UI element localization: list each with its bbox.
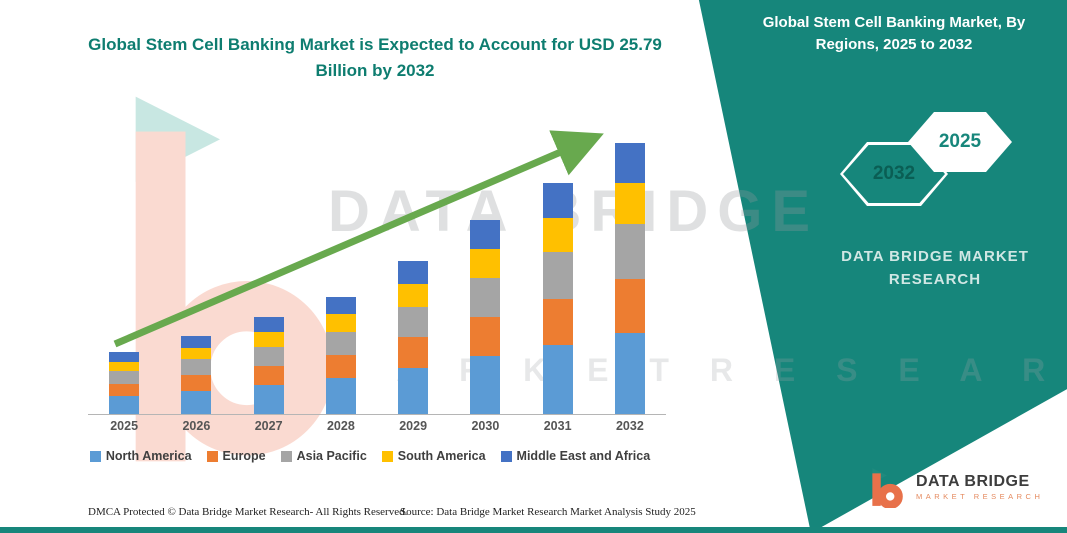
bar-segment-2029 <box>398 367 429 414</box>
bar-segment-2031 <box>542 344 573 414</box>
bar-segment-2031 <box>542 217 573 253</box>
dbmr-logo-watermark <box>135 96 334 462</box>
bar-segment-2026 <box>181 375 212 391</box>
legend-label: South America <box>397 449 486 463</box>
bar-segment-2032 <box>614 223 645 279</box>
side-panel-brand-text: DATA BRIDGE MARKET RESEARCH <box>841 248 1029 288</box>
bar-segment-2030 <box>470 219 501 250</box>
bar-segment-2031 <box>542 298 573 345</box>
bar-segment-2030 <box>470 317 501 357</box>
logo-tagline-text: MARKET RESEARCH <box>916 492 1044 502</box>
legend-swatch <box>500 450 512 462</box>
bar-segment-2026 <box>181 359 212 376</box>
legend-label: Asia Pacific <box>296 449 367 463</box>
bar-segment-2027 <box>253 332 284 347</box>
bar-2025 <box>109 352 140 414</box>
legend-swatch <box>280 450 292 462</box>
bar-segment-2026 <box>181 347 212 360</box>
bar-2027 <box>253 317 284 414</box>
bar-segment-2028 <box>325 332 356 356</box>
bar-segment-2025 <box>109 371 140 384</box>
x-axis-label-2027: 2027 <box>254 419 283 433</box>
bar-segment-2026 <box>181 336 212 348</box>
bar-2026 <box>181 336 212 414</box>
x-axis-label-2031: 2031 <box>543 419 572 433</box>
bar-segment-2029 <box>398 337 429 368</box>
bar-segment-2031 <box>542 252 573 299</box>
bar-2029 <box>398 260 429 414</box>
side-panel-heading: Global Stem Cell Banking Market, By Regi… <box>762 14 1026 53</box>
watermark-text-line2: M A R K E T R E S E A R C H <box>330 352 1067 388</box>
bar-2030 <box>470 219 501 414</box>
legend-item: South America <box>381 449 486 463</box>
bar-segment-2028 <box>325 378 356 414</box>
hexagon-2032-label: 2032 <box>872 163 916 184</box>
legend-item: Europe <box>206 449 266 463</box>
bottom-accent-bar <box>0 527 1067 533</box>
footer-dmca-text: DMCA Protected © Data Bridge Market Rese… <box>88 506 408 518</box>
bar-segment-2029 <box>398 260 429 284</box>
x-axis-label-2029: 2029 <box>399 419 428 433</box>
x-axis-labels: 2025 2026 2027 2028 2029 2030 2031 2032 <box>88 419 666 433</box>
bar-segment-2028 <box>325 314 356 333</box>
stacked-bar-chart <box>88 118 666 415</box>
legend-item: Middle East and Africa <box>500 449 651 463</box>
bar-2032 <box>614 143 645 414</box>
bar-2028 <box>325 296 356 414</box>
bar-segment-2030 <box>470 249 501 279</box>
bar-segment-2032 <box>614 143 645 184</box>
bar-segment-2025 <box>109 361 140 372</box>
bar-segment-2031 <box>542 183 573 218</box>
bar-segment-2027 <box>253 317 284 333</box>
legend-label: Middle East and Africa <box>516 449 651 463</box>
bar-segment-2032 <box>614 333 645 414</box>
bar-2031 <box>542 183 573 414</box>
bar-segment-2030 <box>470 278 501 318</box>
bar-segment-2026 <box>181 390 212 414</box>
chart-legend: North America Europe Asia Pacific South Ame… <box>50 449 690 463</box>
bar-segment-2025 <box>109 383 140 397</box>
bar-segment-2027 <box>253 365 284 385</box>
x-axis-label-2026: 2026 <box>182 419 211 433</box>
dbmr-logo: DATA BRIDGE MARKET RESEARCH <box>865 466 1043 508</box>
trend-arrow <box>113 130 604 348</box>
dbmr-logo-mark <box>872 468 903 508</box>
hexagon-2025-label: 2025 <box>938 131 982 152</box>
x-axis-label-2025: 2025 <box>110 419 139 433</box>
bar-segment-2029 <box>398 283 429 308</box>
x-axis-label-2030: 2030 <box>471 419 500 433</box>
bar-segment-2032 <box>614 278 645 334</box>
bar-segment-2032 <box>614 183 645 224</box>
bar-segment-2027 <box>253 346 284 366</box>
logo-name-text: DATA BRIDGE <box>916 472 1030 490</box>
legend-label: North America <box>105 449 192 463</box>
bar-segment-2028 <box>325 355 356 379</box>
bar-segment-2025 <box>109 352 140 362</box>
page-title: Global Stem Cell Banking Market is Expec… <box>88 35 662 80</box>
footer-source-text: Source: Data Bridge Market Research Mark… <box>400 506 696 518</box>
bar-segment-2027 <box>253 384 284 414</box>
bar-segment-2030 <box>470 356 501 414</box>
legend-swatch <box>89 450 101 462</box>
bar-segment-2029 <box>398 307 429 338</box>
bar-segment-2025 <box>109 396 140 414</box>
legend-item: Asia Pacific <box>280 449 367 463</box>
x-axis-label-2028: 2028 <box>326 419 355 433</box>
legend-swatch <box>381 450 393 462</box>
legend-swatch <box>206 450 218 462</box>
bar-segment-2028 <box>325 296 356 315</box>
legend-item: North America <box>89 449 192 463</box>
legend-label: Europe <box>222 449 266 463</box>
x-axis-label-2032: 2032 <box>615 419 644 433</box>
